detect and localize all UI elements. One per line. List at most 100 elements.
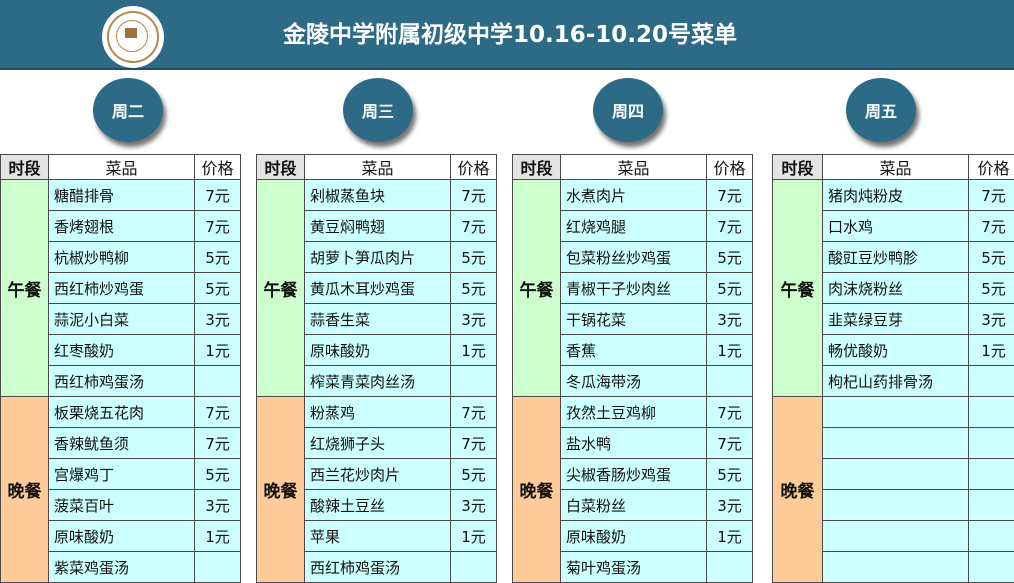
dish-price: 7元 xyxy=(969,211,1014,242)
dish-name: 西红柿鸡蛋汤 xyxy=(49,366,195,397)
dish-name: 口水鸡 xyxy=(823,211,969,242)
dish-price: 7元 xyxy=(195,180,241,211)
column-header-price: 价格 xyxy=(451,155,497,180)
dish-price: 3元 xyxy=(969,304,1014,335)
dish-price: 5元 xyxy=(451,459,497,490)
dish-name: 冬瓜海带汤 xyxy=(561,366,707,397)
dish-name: 孜然土豆鸡柳 xyxy=(561,397,707,428)
dish-price: 5元 xyxy=(451,273,497,304)
dish-price: 7元 xyxy=(707,397,753,428)
day-badge-tuesday: 周二 xyxy=(93,78,163,142)
table-header-row: 时段菜品价格 xyxy=(1,155,241,180)
dish-price: 7元 xyxy=(451,180,497,211)
dish-name: 肉沫烧粉丝 xyxy=(823,273,969,304)
table-header-row: 时段菜品价格 xyxy=(773,155,1014,180)
column-header-dish: 菜品 xyxy=(49,155,195,180)
dish-name: 黄豆焖鸭翅 xyxy=(305,211,451,242)
column-header-period: 时段 xyxy=(257,155,305,180)
lunch-label: 午餐 xyxy=(8,276,42,301)
dish-price: 1元 xyxy=(707,521,753,552)
lunch-period-cell: 午餐 xyxy=(513,180,561,397)
dish-price: 1元 xyxy=(707,335,753,366)
column-header-price: 价格 xyxy=(969,155,1014,180)
dish-price: 7元 xyxy=(195,428,241,459)
dish-price: 7元 xyxy=(195,211,241,242)
day-badge-wednesday: 周三 xyxy=(343,78,413,142)
dish-name: 榨菜青菜肉丝汤 xyxy=(305,366,451,397)
dish-price: 3元 xyxy=(451,304,497,335)
dish-price xyxy=(195,366,241,397)
dish-name: 糖醋排骨 xyxy=(49,180,195,211)
dish-name: 原味酸奶 xyxy=(305,335,451,366)
dish-name: 红烧狮子头 xyxy=(305,428,451,459)
dish-name: 原味酸奶 xyxy=(49,521,195,552)
dish-price: 3元 xyxy=(195,304,241,335)
dish-name: 枸杞山药排骨汤 xyxy=(823,366,969,397)
dish-price: 5元 xyxy=(451,242,497,273)
dish-price: 3元 xyxy=(195,490,241,521)
dish-name: 酸辣土豆丝 xyxy=(305,490,451,521)
table-header-row: 时段菜品价格 xyxy=(513,155,753,180)
dish-name xyxy=(823,459,969,490)
dish-name: 红烧鸡腿 xyxy=(561,211,707,242)
dish-name: 板栗烧五花肉 xyxy=(49,397,195,428)
dish-name: 原味酸奶 xyxy=(561,521,707,552)
dish-price xyxy=(969,366,1014,397)
dish-price: 5元 xyxy=(195,459,241,490)
dish-name: 西兰花炒肉片 xyxy=(305,459,451,490)
dish-name xyxy=(823,428,969,459)
dish-name: 香烤翅根 xyxy=(49,211,195,242)
dish-price: 1元 xyxy=(195,521,241,552)
dish-name: 黄瓜木耳炒鸡蛋 xyxy=(305,273,451,304)
dish-name: 粉蒸鸡 xyxy=(305,397,451,428)
dish-price: 7元 xyxy=(451,397,497,428)
dish-price: 1元 xyxy=(451,521,497,552)
dish-price: 5元 xyxy=(707,273,753,304)
page-title: 金陵中学附属初级中学10.16-10.20号菜单 xyxy=(180,0,840,68)
dish-price: 5元 xyxy=(195,242,241,273)
dinner-label: 晚餐 xyxy=(8,477,42,502)
dish-name: 西红柿鸡蛋汤 xyxy=(305,552,451,583)
dish-price: 7元 xyxy=(195,397,241,428)
dinner-label: 晚餐 xyxy=(520,477,554,502)
day-badge-friday: 周五 xyxy=(846,78,916,142)
table-row: 晚餐 xyxy=(773,397,1014,428)
dish-price: 5元 xyxy=(707,242,753,273)
dish-name: 蒜香生菜 xyxy=(305,304,451,335)
column-header-price: 价格 xyxy=(707,155,753,180)
dinner-period-cell: 晚餐 xyxy=(257,397,305,583)
dish-price: 5元 xyxy=(969,242,1014,273)
dinner-period-cell: 晚餐 xyxy=(513,397,561,583)
dish-price xyxy=(969,490,1014,521)
dish-price: 7元 xyxy=(707,211,753,242)
school-logo xyxy=(104,8,162,66)
dish-name: 剁椒蒸鱼块 xyxy=(305,180,451,211)
dish-price: 1元 xyxy=(195,335,241,366)
dish-name: 盐水鸭 xyxy=(561,428,707,459)
dish-price xyxy=(707,366,753,397)
lunch-label: 午餐 xyxy=(781,276,815,301)
dish-price xyxy=(969,397,1014,428)
column-header-period: 时段 xyxy=(1,155,49,180)
dish-price: 5元 xyxy=(969,273,1014,304)
dish-name: 红枣酸奶 xyxy=(49,335,195,366)
lunch-period-cell: 午餐 xyxy=(257,180,305,397)
dish-name: 韭菜绿豆芽 xyxy=(823,304,969,335)
dish-name: 蒜泥小白菜 xyxy=(49,304,195,335)
dish-price xyxy=(451,366,497,397)
dish-name: 紫菜鸡蛋汤 xyxy=(49,552,195,583)
day-badge-thursday: 周四 xyxy=(593,78,663,142)
dinner-period-cell: 晚餐 xyxy=(1,397,49,583)
lunch-label: 午餐 xyxy=(264,276,298,301)
column-header-dish: 菜品 xyxy=(305,155,451,180)
column-header-dish: 菜品 xyxy=(823,155,969,180)
